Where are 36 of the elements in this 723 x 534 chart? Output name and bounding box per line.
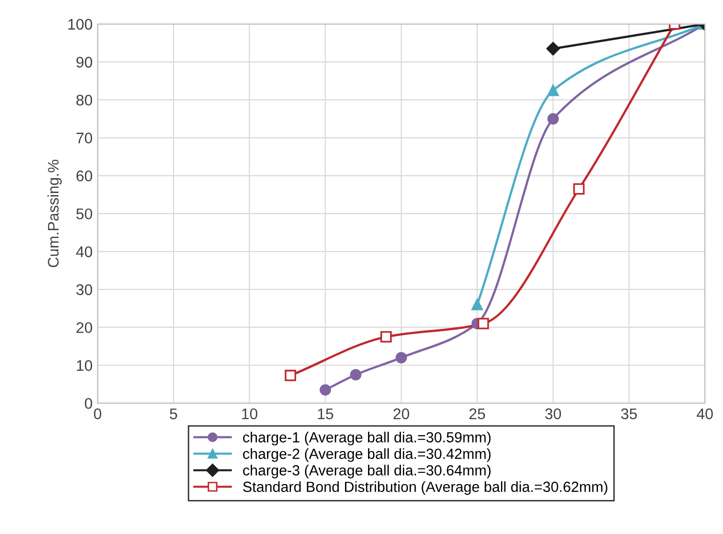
y-axis-title: Cum.Passing.% (47, 160, 62, 268)
y-tick-label: 10 (76, 360, 92, 371)
x-tick-label: 35 (621, 408, 637, 420)
x-tick-label: 15 (318, 408, 334, 420)
y-tick-label: 40 (76, 246, 92, 258)
legend-label: Standard Bond Distribution (Average ball dia.=30.62mm) (243, 481, 608, 495)
legend-label: charge-3 (Average ball dia.=30.64mm) (243, 464, 491, 478)
y-tick-label: 50 (76, 208, 92, 220)
y-tick-label: 100 (68, 18, 92, 30)
y-tick-label: 0 (84, 398, 92, 409)
y-tick-label: 80 (76, 94, 92, 106)
point (546, 42, 560, 56)
point (284, 370, 296, 382)
legend-label: charge-2 (Average ball dia.=30.42mm) (243, 448, 491, 462)
point (471, 298, 483, 310)
x-tick-label: 25 (469, 408, 486, 420)
y-tick-label: 30 (76, 284, 92, 296)
x-tick-label: 40 (696, 408, 713, 420)
x-tick-label: 5 (170, 408, 178, 420)
point (547, 84, 559, 96)
x-tick-label: 0 (94, 408, 102, 420)
x-tick-label: 30 (545, 408, 561, 420)
point (350, 369, 362, 380)
x-tick-label: 10 (242, 408, 258, 420)
x-tick-label: 20 (394, 408, 410, 420)
point (380, 331, 392, 343)
point (320, 384, 332, 396)
point (573, 183, 585, 195)
point (478, 318, 489, 330)
legend-label: charge-1 (Average ball dia.=30.59mm) (243, 432, 491, 446)
y-tick-label: 90 (76, 56, 92, 68)
point (396, 352, 407, 364)
y-tick-label: 60 (76, 170, 92, 182)
point (547, 113, 559, 125)
y-tick-label: 70 (76, 132, 92, 144)
y-tick-label: 20 (76, 322, 92, 334)
